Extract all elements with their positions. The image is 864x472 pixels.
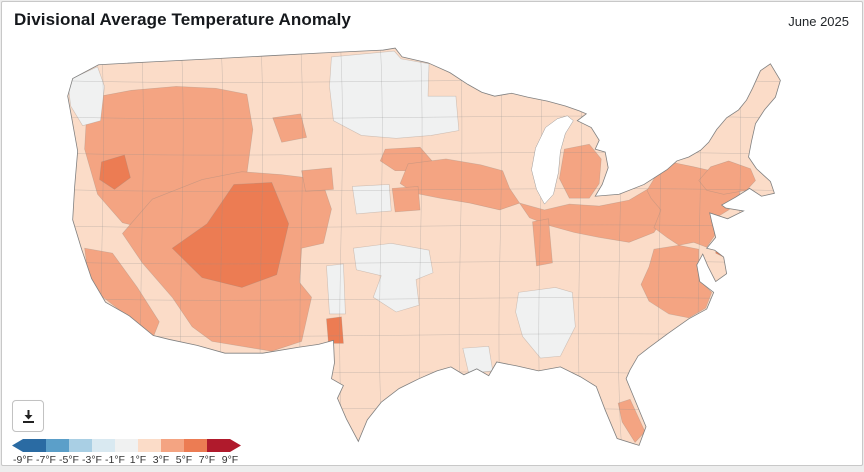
download-icon [22,409,34,423]
map-region-lower-michigan[interactable] [559,143,602,199]
map-region-nevada-utah-core[interactable] [171,182,289,288]
legend-tick: -9°F [13,454,33,466]
map-region-montana-pocket[interactable] [272,113,307,143]
legend-tick: -1°F [105,454,125,466]
map-region-west-kansas-pocket[interactable] [352,184,392,215]
legend-segment [138,439,161,452]
map-region-southeast-florida[interactable] [617,398,646,443]
legend-segment [184,439,207,452]
legend-tick: -3°F [82,454,102,466]
map-region-north-dakota-minnesota[interactable] [329,50,460,139]
map-region-southeast-new-mexico[interactable] [326,263,346,315]
map-region-oklahoma-texas-pockets[interactable] [353,243,434,313]
map-region-western-washington[interactable] [67,66,105,126]
legend-tick: -7°F [36,454,56,466]
legend-tick-labels: -9°F -7°F -5°F -3°F -1°F 1°F 3°F 5°F 7°F… [12,452,252,466]
color-scale-legend: -9°F -7°F -5°F -3°F -1°F 1°F 3°F 5°F 7°F… [12,439,252,466]
legend-segment [23,439,46,452]
legend-tick: 5°F [175,454,193,466]
legend-segment [207,439,230,452]
legend-segment [46,439,69,452]
us-outline [67,47,781,446]
legend-segment [115,439,138,452]
legend-tick: 3°F [152,454,170,466]
us-climate-divisions-map[interactable] [2,2,862,465]
legend-segment [92,439,115,452]
legend-tick: 9°F [221,454,239,466]
map-region-southern-new-england[interactable] [698,160,756,195]
legend-tick: -5°F [59,454,79,466]
map-region-alabama-georgia[interactable] [515,287,576,359]
lake-michigan [531,115,574,205]
period-label: June 2025 [788,14,849,29]
legend-segment [161,439,184,452]
card-header: Divisional Average Temperature Anomaly J… [2,2,862,40]
legend-arrow-left [12,439,23,452]
map-region-el-paso[interactable] [326,316,344,344]
map-region-virginia-carolinas[interactable] [640,244,713,319]
choropleth-svg[interactable] [2,2,862,465]
map-region-southeast-oregon[interactable] [99,154,131,190]
legend-tick: 7°F [198,454,216,466]
legend-segment [69,439,92,452]
map-region-wyoming-colorado-pocket[interactable] [301,167,334,192]
legend-tick: 1°F [129,454,147,466]
map-region-mississippi-valley-strip[interactable] [532,218,553,267]
download-button[interactable] [12,400,44,432]
map-region-nebraska-kansas-pocket[interactable] [391,186,421,213]
page-title: Divisional Average Temperature Anomaly [14,10,351,29]
legend-arrow-right [230,439,241,452]
legend-colorbar [12,439,252,452]
